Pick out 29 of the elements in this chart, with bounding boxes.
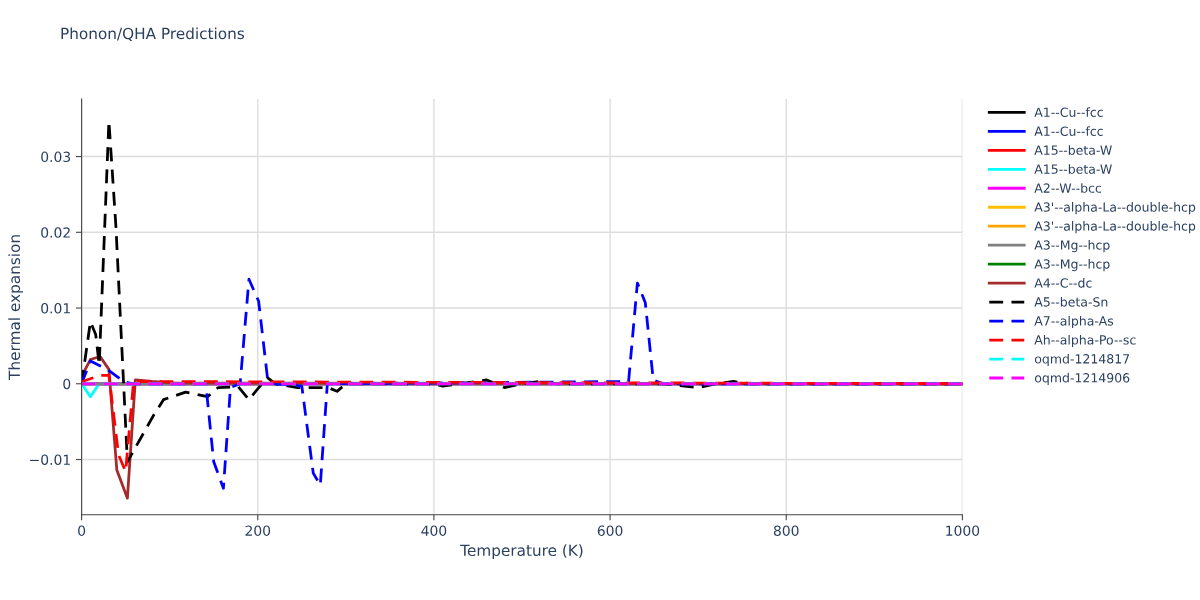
x-tick-label: 200: [245, 525, 271, 536]
legend-label: A3--Mg--hcp: [1034, 259, 1110, 272]
chart-title: Phonon/QHA Predictions: [61, 27, 245, 41]
legend-label: A3'--alpha-La--double-hcp: [1034, 202, 1196, 215]
x-tick-label: 800: [773, 525, 799, 536]
y-tick-label: 0.01: [41, 303, 70, 314]
y-axis-title: Thermal expansion: [8, 235, 24, 380]
legend-label: oqmd-1214906: [1034, 372, 1130, 385]
x-tick-label: 400: [421, 525, 447, 536]
legend-label: A2--W--bcc: [1034, 183, 1102, 193]
y-tick-label: 0.03: [41, 151, 71, 163]
x-axis-title: Temperature (K): [460, 544, 583, 559]
legend-label: Ah--alpha-Po--sc: [1034, 334, 1136, 348]
y-tick-label: 0.02: [41, 227, 70, 238]
x-tick-label: 600: [597, 525, 623, 536]
legend-label: A15--beta-W: [1034, 164, 1112, 174]
x-tick-label: 0: [78, 525, 86, 536]
legend-label: A15--beta-W: [1034, 145, 1112, 155]
legend-label: A1--Cu--fcc: [1034, 126, 1103, 136]
y-tick-label: 0: [63, 378, 71, 390]
legend-label: A5--beta-Sn: [1034, 296, 1108, 307]
legend-label: A1--Cu--fcc: [1034, 107, 1103, 117]
legend-label: A3'--alpha-La--double-hcp: [1034, 221, 1196, 234]
legend-label: A4--C--dc: [1034, 278, 1092, 288]
legend-label: oqmd-1214817: [1034, 353, 1130, 366]
legend-label: A7--alpha-As: [1034, 315, 1114, 329]
legend-label: A3--Mg--hcp: [1034, 240, 1110, 253]
x-tick-label: 1000: [946, 525, 980, 536]
y-tick-label: −0.01: [30, 454, 70, 465]
